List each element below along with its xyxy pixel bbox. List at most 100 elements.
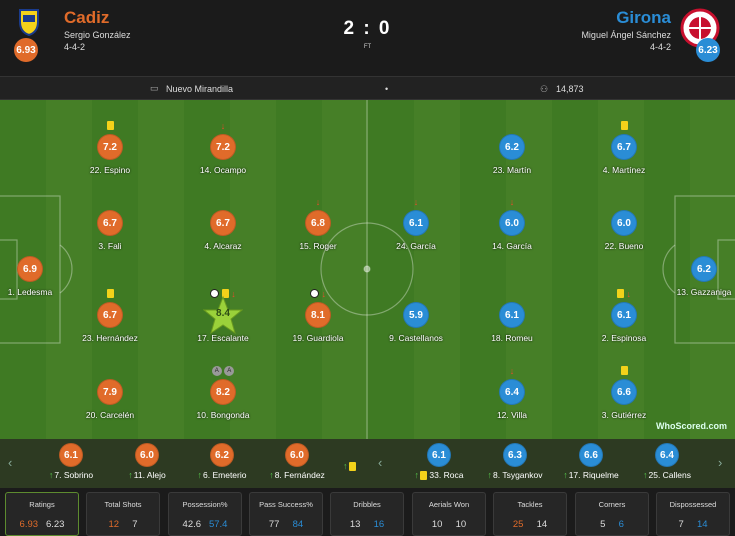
sub-home-4[interactable]: 6.0 ↑8. Fernández [262,443,332,480]
stat-label: Ratings [29,500,55,509]
match-header: 6.93 Cadiz Sergio González 4-4-2 2 : 0 F… [0,0,735,76]
player-home-rm[interactable]: ↓ 7.2 14. Ocampo [183,121,263,175]
away-team-name[interactable]: Girona [616,8,671,27]
player-name: 3. Fali [98,241,122,251]
stat-home-value: 25 [512,519,524,530]
assist-icon: A [224,365,235,376]
player-rating: 6.2 [499,134,525,160]
player-name: 17. Riquelme [568,470,619,480]
away-team-rating: 6.23 [696,38,720,62]
player-away-st1[interactable]: ↓ 6.1 24. García [376,197,456,251]
player-rating: 6.0 [285,443,309,467]
home-team-name[interactable]: Cadiz [64,8,110,27]
tab-aerials-won[interactable]: Aerials Won 10 10 [412,492,486,536]
tab-tackles[interactable]: Tackles 25 14 [493,492,567,536]
player-name: 18. Romeu [491,333,533,343]
yellow-card-icon [106,121,114,131]
player-rating: 7.9 [97,379,123,405]
sub-off-arrow-icon: ↓ [231,288,236,299]
player-away-gk[interactable]: 6.2 13. Gazzaniga [664,256,735,297]
stat-label: Dispossessed [669,500,717,509]
player-home-cb1[interactable]: 6.7 3. Fali [70,210,150,251]
substitutes-bar: ‹ 6.1 ↑7. Sobrino 6.0 ↑11. Alejo 6.2 ↑6.… [0,439,735,488]
player-rating: 6.2 [691,256,717,282]
player-home-gk[interactable]: 6.9 1. Ledesma [0,256,70,297]
player-rating: 6.6 [611,379,637,405]
player-home-st2[interactable]: ↓ 8.1 19. Guardiola [278,289,358,343]
player-away-lb[interactable]: 6.6 3. Gutiérrez [584,366,664,420]
stat-away-value: 10 [455,519,467,530]
yellow-card-icon [620,121,628,131]
chevron-left-icon[interactable]: ‹ [378,455,383,470]
player-name: 9. Castellanos [389,333,443,343]
sub-away-3[interactable]: 6.6 ↑17. Riquelme [556,443,626,480]
tab-corners[interactable]: Corners 5 6 [575,492,649,536]
chevron-left-icon[interactable]: ‹ [8,455,13,470]
player-away-st2[interactable]: 5.9 9. Castellanos [376,302,456,343]
player-away-cm2[interactable]: 6.1 18. Romeu [472,302,552,343]
yellow-card-icon [616,289,624,299]
stat-home-value: 7 [678,519,684,530]
sub-away-4[interactable]: 6.4 ↑25. Callens [632,443,702,480]
player-name: 7. Sobrino [54,470,94,480]
player-rating: 6.7 [97,302,123,328]
stat-away-value: 16 [373,519,385,530]
tab-ratings[interactable]: Ratings 6.93 6.23 [5,492,79,536]
sub-away-1[interactable]: 6.1 ↑ 33. Roca [404,443,474,481]
stats-tabs: Ratings 6.93 6.23 Total Shots 12 7 Posse… [0,488,735,536]
player-name: 14. Ocampo [199,165,247,175]
player-rating: 7.2 [97,134,123,160]
player-rating: 6.7 [210,210,236,236]
sub-home-1[interactable]: 6.1 ↑7. Sobrino [36,443,106,480]
yellow-card-icon [420,471,428,481]
player-away-rb[interactable]: 6.7 4. Martínez [584,121,664,175]
player-home-cb2[interactable]: 6.7 23. Hernández [70,289,150,343]
player-away-lm[interactable]: ↓ 6.4 12. Villa [472,366,552,420]
chevron-right-icon[interactable]: › [718,455,723,470]
player-rating: 8.2 [210,379,236,405]
player-away-cb2[interactable]: ↓ 6.1 2. Espinosa [584,289,664,343]
tab-possession[interactable]: Possession% 42.6 57.4 [168,492,242,536]
sub-on-arrow-icon: ↑ [414,470,420,480]
sub-off-arrow-icon: ↓ [315,196,321,207]
stat-home-value: 10 [431,519,443,530]
player-home-lb[interactable]: 7.9 20. Carcelén [70,379,150,420]
player-home-cm1[interactable]: 6.7 4. Alcaraz [183,210,263,251]
player-home-rb[interactable]: 7.2 22. Espino [70,121,150,175]
sub-on-arrow-icon: ↑ [642,470,648,480]
pitch: 6.9 1. Ledesma 7.2 22. Espino 6.7 3. Fal… [0,100,735,439]
tab-dribbles[interactable]: Dribbles 13 16 [330,492,404,536]
player-name: 8. Fernández [274,470,325,480]
player-away-cm1[interactable]: ↓ 6.0 14. García [472,197,552,251]
whoscored-logo: WhoScored.com [655,421,727,431]
tab-dispossessed[interactable]: Dispossessed 7 14 [656,492,730,536]
sub-home-2[interactable]: 6.0 ↑11. Alejo [112,443,182,480]
player-name: 23. Martín [492,165,532,175]
girona-crest-icon [680,8,720,53]
stat-home-value: 42.6 [182,519,202,530]
player-home-st1[interactable]: ↓ 6.8 15. Roger [278,197,358,251]
goal-ball-icon [309,289,319,299]
sub-on-yellow-card-icon: ↑ [343,461,356,472]
player-home-lm[interactable]: A A 8.2 10. Bongonda [183,365,263,420]
sub-off-arrow-icon: ↓ [509,196,515,207]
match-info-bar: ▭ Nuevo Mirandilla • ⚇ 14,873 [0,76,735,100]
player-home-cm2-motm[interactable]: ↓ 8.4 17. Escalante [183,289,263,343]
player-name: 6. Emeterio [203,470,247,480]
sub-off-arrow-icon: ↓ [220,120,226,131]
tab-total-shots[interactable]: Total Shots 12 7 [86,492,160,536]
cadiz-crest-icon [14,6,44,41]
stat-home-value: 12 [108,519,120,530]
player-name: 4. Martínez [602,165,646,175]
player-away-rm[interactable]: 6.2 23. Martín [472,134,552,175]
player-rating: 6.1 [499,302,525,328]
player-rating: 6.6 [579,443,603,467]
attendance-icon: ⚇ [540,84,549,94]
player-away-cb1[interactable]: 6.0 22. Bueno [584,210,664,251]
sub-away-2[interactable]: 6.3 ↑8. Tsygankov [480,443,550,480]
player-rating: 8.1 [305,302,331,328]
sub-home-3[interactable]: 6.2 ↑6. Emeterio [187,443,257,480]
away-coach: Miguel Ángel Sánchez [581,30,671,40]
stat-away-value: 84 [292,519,304,530]
tab-pass-success[interactable]: Pass Success% 77 84 [249,492,323,536]
